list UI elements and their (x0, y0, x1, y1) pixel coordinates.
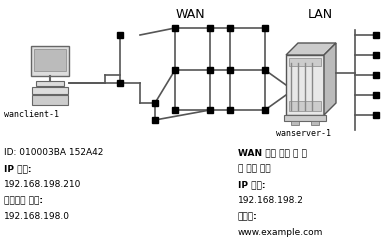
Text: www.example.com: www.example.com (238, 228, 323, 237)
Bar (373, 92, 379, 98)
Text: 도메인:: 도메인: (238, 212, 258, 221)
Bar (227, 25, 233, 31)
Bar (152, 100, 158, 106)
Text: ID: 010003BA 152A42: ID: 010003BA 152A42 (4, 148, 103, 157)
Text: IP 주소:: IP 주소: (238, 180, 266, 189)
Bar (172, 67, 178, 73)
Bar (373, 112, 379, 118)
Bar (373, 52, 379, 58)
Bar (32, 95, 68, 105)
Bar (289, 101, 321, 111)
Bar (172, 25, 178, 31)
Polygon shape (324, 43, 336, 115)
Bar (373, 72, 379, 78)
Polygon shape (286, 43, 336, 55)
Text: wanserver-1: wanserver-1 (275, 129, 330, 138)
Text: IP 주소:: IP 주소: (4, 164, 32, 173)
Bar (32, 87, 68, 94)
Bar (373, 32, 379, 38)
Text: WAN 부트 서버 및 설: WAN 부트 서버 및 설 (238, 148, 307, 157)
Bar (31, 46, 69, 76)
Text: 192.168.198.2: 192.168.198.2 (238, 196, 304, 205)
Bar (227, 107, 233, 113)
Bar (262, 67, 268, 73)
Bar (117, 80, 123, 86)
Bar (207, 107, 213, 113)
Bar (207, 67, 213, 73)
Bar (34, 49, 66, 71)
Bar (291, 121, 299, 125)
Bar (311, 121, 319, 125)
Text: WAN: WAN (175, 8, 205, 21)
Text: wanclient-1: wanclient-1 (4, 110, 59, 119)
Bar (117, 32, 123, 38)
Bar (172, 107, 178, 113)
Bar (286, 55, 324, 115)
Bar (152, 117, 158, 123)
Text: 네트워크 주소:: 네트워크 주소: (4, 196, 43, 205)
Bar (262, 25, 268, 31)
Bar (207, 25, 213, 31)
Text: 치 서버 조합: 치 서버 조합 (238, 164, 271, 173)
Text: LAN: LAN (307, 8, 333, 21)
Text: 192.168.198.210: 192.168.198.210 (4, 180, 82, 189)
Bar (262, 107, 268, 113)
Text: 192.168.198.0: 192.168.198.0 (4, 212, 70, 221)
Bar (36, 81, 64, 86)
Bar (227, 67, 233, 73)
Bar (284, 115, 326, 121)
Bar (289, 58, 321, 66)
